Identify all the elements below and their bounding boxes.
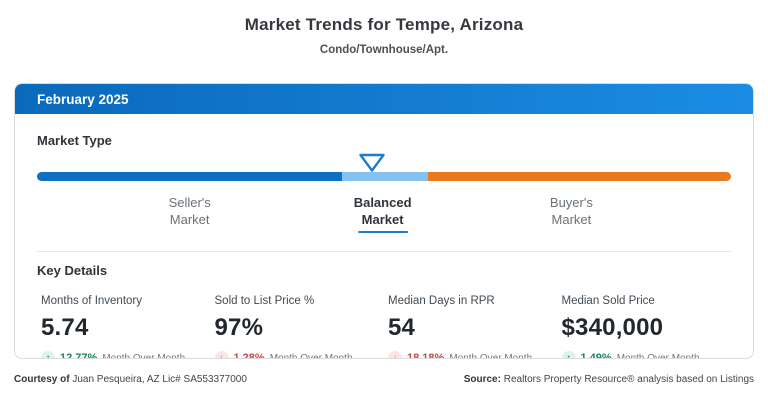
source-note: Source: Realtors Property Resource® anal…: [464, 374, 754, 385]
change-percent: 1.28%: [233, 352, 265, 359]
metric-value: $340,000: [561, 314, 664, 341]
gauge-label-line2: Market: [169, 212, 210, 227]
property-type-subtitle: Condo/Townhouse/Apt.: [319, 44, 449, 56]
gauge-label-line1: Buyer's: [549, 195, 593, 210]
metric-value: 5.74: [41, 314, 89, 341]
card-header-bar: February 2025: [15, 84, 753, 114]
up-arrow-icon: ↑: [41, 351, 55, 358]
change-percent: 12.77%: [60, 352, 98, 359]
gauge-segment-buyers: [427, 172, 731, 181]
gauge-label-sellers-market: Seller's Market: [169, 194, 211, 228]
gauge-label-line1: Balanced: [353, 195, 412, 210]
metrics-grid: Months of Inventory 5.74 ↑ 12.77% Month …: [37, 295, 732, 359]
courtesy-label: Courtesy of: [14, 374, 70, 385]
gauge-segment-balanced: [341, 172, 428, 181]
metric-change: ↑ 12.77% Month Over Month: [41, 351, 211, 359]
gauge-label-balanced-market-active: Balanced Market: [354, 194, 412, 233]
key-details-section: Key Details Months of Inventory 5.74 ↑ 1…: [15, 263, 753, 359]
change-period-label: Month Over Month: [616, 352, 700, 359]
metric-change: ↓ 1.28% Month Over Month: [214, 351, 385, 359]
change-period-label: Month Over Month: [269, 352, 353, 359]
down-arrow-icon: ↓: [214, 351, 229, 358]
gauge-label-line1: Seller's: [168, 195, 211, 210]
change-percent: 18.18%: [407, 352, 445, 359]
metric-months-of-inventory: Months of Inventory 5.74 ↑ 12.77% Month …: [37, 295, 211, 359]
metric-change: ↓ 18.18% Month Over Month: [388, 351, 558, 359]
gauge-labels: Seller's Market Balanced Market Buyer's …: [37, 194, 731, 242]
metric-value: 54: [388, 314, 416, 341]
source-label: Source:: [463, 374, 501, 385]
report-header: Market Trends for Tempe, Arizona Condo/T…: [0, 0, 768, 56]
metric-label: Months of Inventory: [41, 295, 142, 307]
gauge-segment-sellers: [37, 172, 342, 181]
up-arrow-icon: ↑: [561, 351, 576, 358]
gauge-bar: [37, 172, 731, 181]
metric-label: Sold to List Price %: [214, 295, 315, 307]
down-arrow-icon: ↓: [388, 351, 402, 358]
active-label-underline: [357, 231, 408, 233]
courtesy-text: Juan Pesqueira, AZ Lic# SA553377000: [69, 374, 247, 385]
gauge-label-line2: Market: [361, 212, 404, 227]
metric-change: ↑ 1.49% Month Over Month: [561, 351, 732, 359]
month-summary-card: February 2025 Market Type Seller's: [14, 83, 754, 359]
metric-label: Median Sold Price: [561, 295, 655, 307]
metric-median-sold-price: Median Sold Price $340,000 ↑ 1.49% Month…: [558, 295, 732, 359]
metric-label: Median Days in RPR: [388, 295, 495, 307]
page-title: Market Trends for Tempe, Arizona: [244, 15, 524, 34]
section-divider: [37, 251, 731, 252]
change-period-label: Month Over Month: [449, 352, 533, 359]
metric-sold-to-list-price: Sold to List Price % 97% ↓ 1.28% Month O…: [211, 295, 385, 359]
period-label: February 2025: [37, 91, 129, 107]
gauge-label-line2: Market: [551, 212, 592, 227]
report-footer: Courtesy of Juan Pesqueira, AZ Lic# SA55…: [14, 374, 754, 385]
source-text: Realtors Property Resource® analysis bas…: [500, 374, 754, 385]
market-type-gauge: [37, 153, 731, 181]
courtesy-note: Courtesy of Juan Pesqueira, AZ Lic# SA55…: [14, 374, 247, 385]
market-type-section: Market Type Seller's Market: [15, 133, 753, 242]
gauge-marker-triangle-down-icon: [358, 153, 386, 173]
metric-median-days-in-rpr: Median Days in RPR 54 ↓ 18.18% Month Ove…: [384, 295, 558, 359]
key-details-heading: Key Details: [37, 263, 108, 278]
metric-value: 97%: [214, 314, 264, 341]
change-percent: 1.49%: [580, 352, 612, 359]
gauge-label-buyers-market: Buyer's Market: [550, 194, 593, 228]
market-type-heading: Market Type: [37, 133, 112, 148]
change-period-label: Month Over Month: [102, 352, 186, 359]
